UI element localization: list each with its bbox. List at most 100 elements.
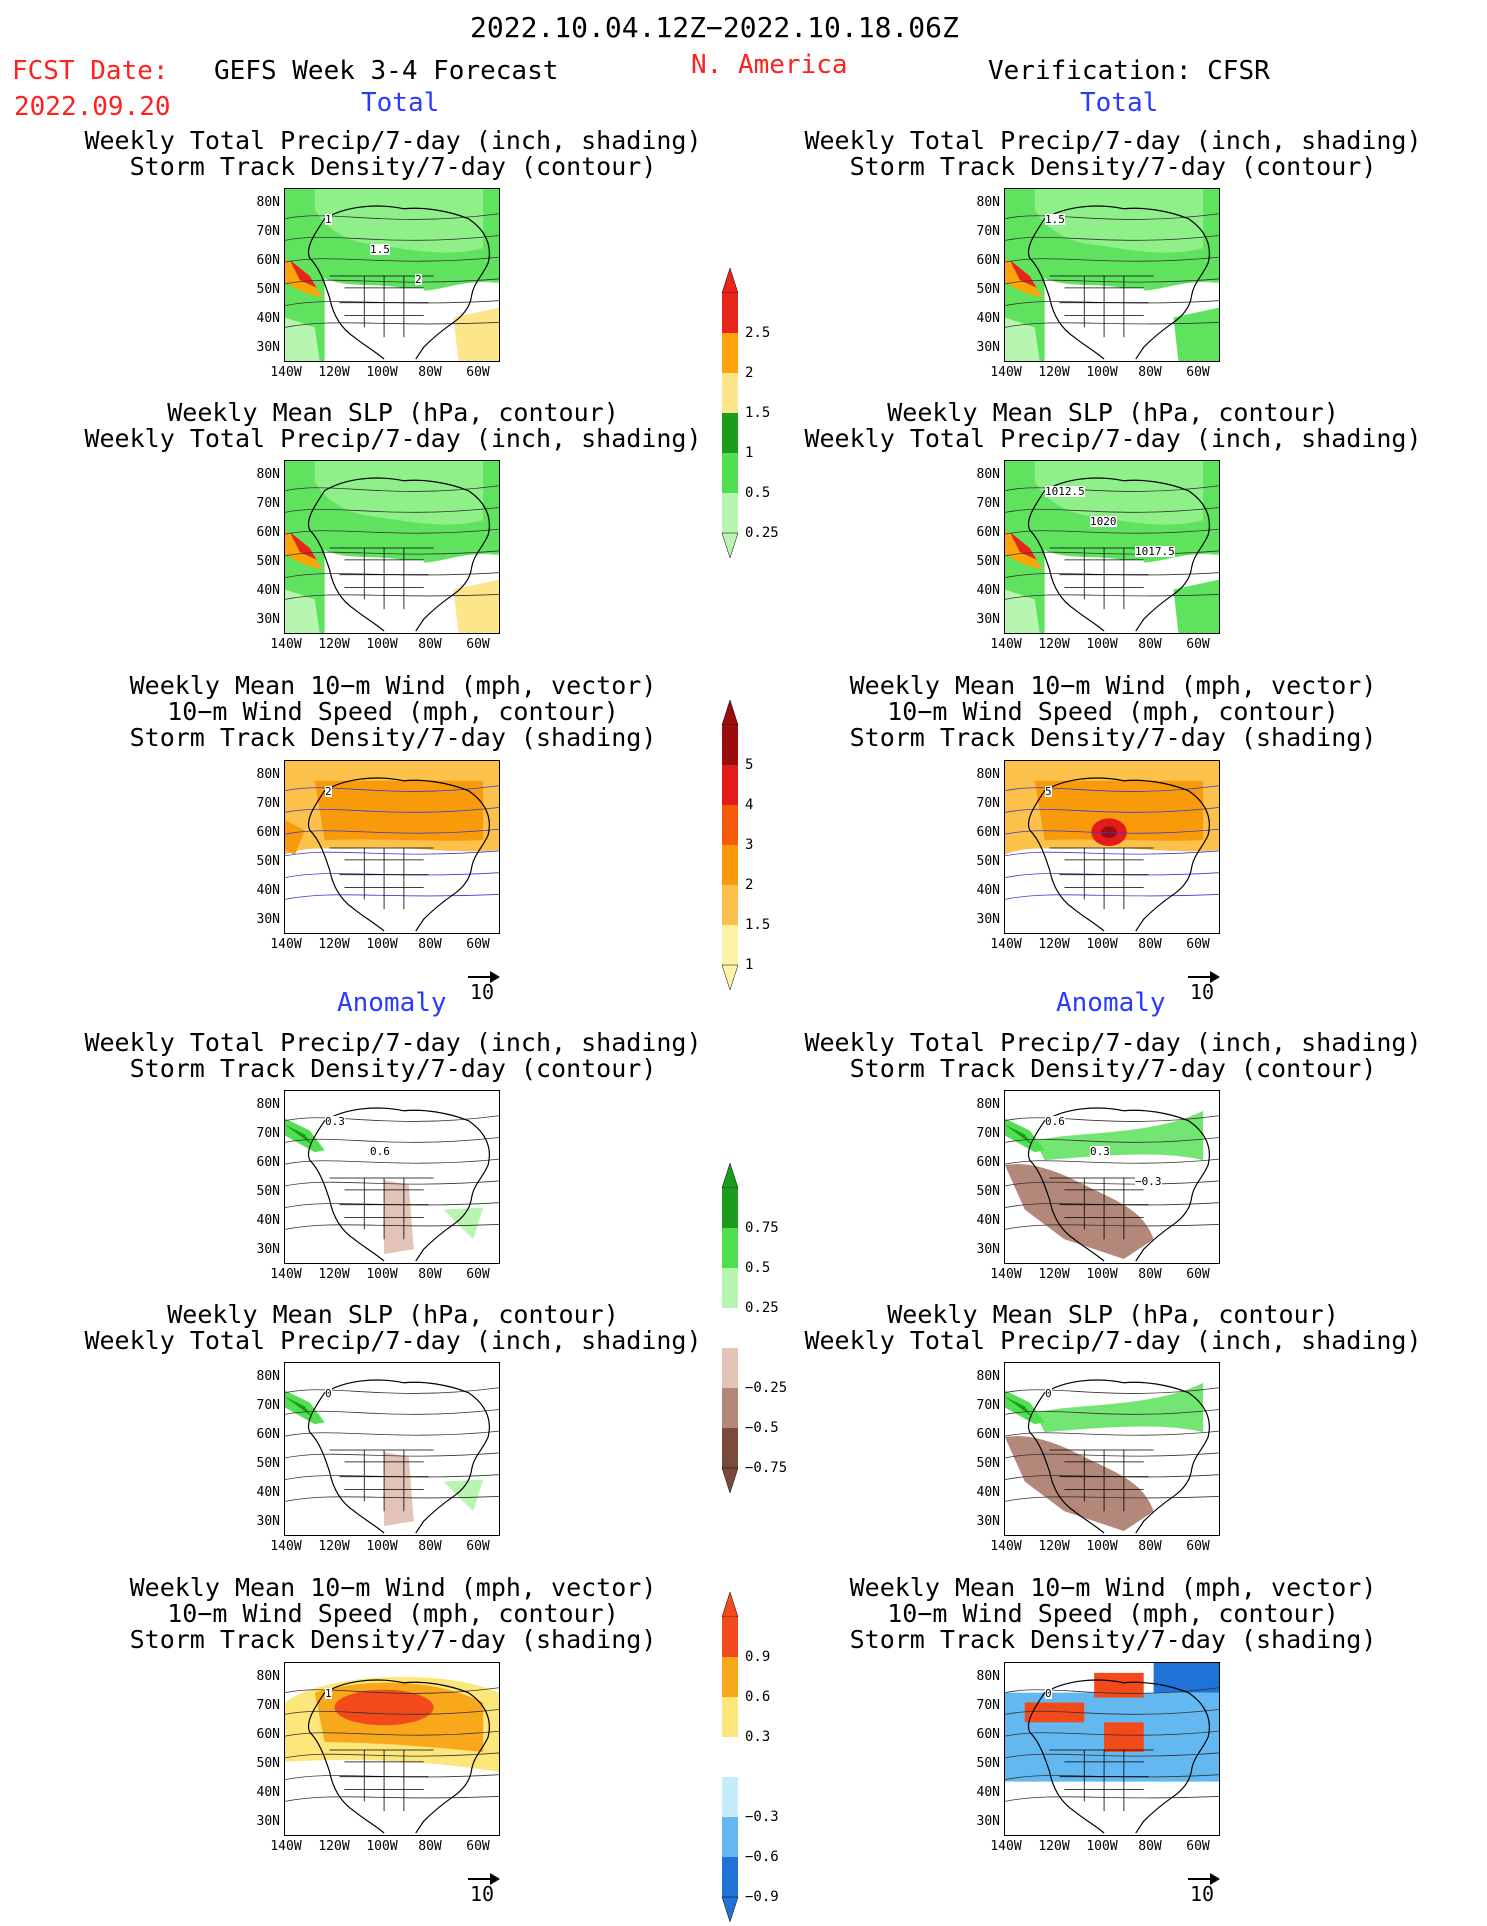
lat-tick-label: 70N (976, 1398, 1000, 1413)
colorbar-swatch (722, 1777, 738, 1817)
title-r2-l1: Weekly Mean SLP (hPa, contour) (167, 398, 619, 427)
colorbar-swatch (722, 1697, 738, 1737)
colorbar-track-density (720, 699, 740, 991)
fcst-date-value: 2022.09.20 (14, 92, 171, 122)
title-r1-l1: Weekly Total Precip/7-day (inch, shading… (84, 126, 702, 155)
title-r6-r1: Weekly Mean 10−m Wind (mph, vector) (849, 1573, 1377, 1602)
vector-ref-3: 10 (470, 1882, 495, 1906)
contour-label: 1017.5 (1135, 545, 1175, 558)
lat-tick-label: 60N (256, 825, 280, 840)
colorbar-swatch (722, 925, 738, 965)
colorbar-swatch (722, 1428, 738, 1468)
lat-tick-label: 30N (976, 612, 1000, 627)
title-r2-r1: Weekly Mean SLP (hPa, contour) (887, 398, 1339, 427)
title-r6-l3: Storm Track Density/7-day (shading) (129, 1625, 657, 1654)
lon-tick-label: 60W (466, 1267, 490, 1282)
lon-tick-label: 60W (1186, 1267, 1210, 1282)
lon-tick-label: 140W (990, 1267, 1022, 1282)
lon-tick-label: 100W (366, 1839, 398, 1854)
map-verif-slp-precip: 1012.5 1020 1017.5 (1004, 460, 1220, 634)
lon-tick-label: 80W (418, 637, 442, 652)
lon-tick-label: 140W (270, 1539, 302, 1554)
colorbar-label: 2 (745, 877, 754, 893)
lon-tick-label: 120W (1038, 1839, 1070, 1854)
lon-tick-label: 100W (366, 365, 398, 380)
lat-tick-label: 60N (976, 825, 1000, 840)
colorbar-swatch (722, 1188, 738, 1228)
lat-tick-label: 70N (256, 496, 280, 511)
lon-tick-label: 80W (418, 365, 442, 380)
title-r5-l1: Weekly Mean SLP (hPa, contour) (167, 1300, 619, 1329)
colorbar-swatch (722, 1617, 738, 1657)
title-r2-l2: Weekly Total Precip/7-day (inch, shading… (84, 424, 702, 453)
lat-tick-label: 80N (256, 767, 280, 782)
lat-tick-label: 60N (256, 1155, 280, 1170)
map-anom-verif-slp-precip: 0 (1004, 1362, 1220, 1536)
contour-label: 0 (1045, 1687, 1052, 1700)
lat-tick-label: 70N (976, 224, 1000, 239)
lon-tick-label: 100W (1086, 1839, 1118, 1854)
title-r3-r1: Weekly Mean 10−m Wind (mph, vector) (849, 671, 1377, 700)
contour-label: 0.6 (1045, 1115, 1065, 1128)
lon-tick-label: 80W (1138, 937, 1162, 952)
lon-tick-label: 120W (318, 365, 350, 380)
map-anom-verif-precip-track: 0.6 0.3 −0.3 (1004, 1090, 1220, 1264)
lat-tick-label: 50N (256, 854, 280, 869)
colorbar-precip-total (720, 267, 740, 559)
lat-tick-label: 40N (976, 311, 1000, 326)
section-anomaly-fcst: Anomaly (337, 988, 447, 1018)
lat-tick-label: 40N (256, 583, 280, 598)
lat-tick-label: 80N (256, 1097, 280, 1112)
lon-tick-label: 80W (418, 937, 442, 952)
lon-tick-label: 140W (990, 637, 1022, 652)
lat-tick-label: 70N (976, 1698, 1000, 1713)
lat-tick-label: 30N (256, 340, 280, 355)
colorbar-swatch (722, 293, 738, 333)
lat-tick-label: 40N (976, 1213, 1000, 1228)
lat-tick-label: 60N (976, 1427, 1000, 1442)
colorbar-swatch (722, 373, 738, 413)
lon-tick-label: 100W (1086, 365, 1118, 380)
colorbar-swatch (722, 453, 738, 493)
colorbar-swatch (722, 845, 738, 885)
lat-tick-label: 80N (976, 1669, 1000, 1684)
colorbar-label: 0.3 (745, 1729, 771, 1745)
colorbar-label: 0.5 (745, 1260, 771, 1276)
section-total-fcst: Total (361, 88, 440, 118)
lat-tick-label: 50N (976, 1456, 1000, 1471)
colorbar-label: −0.75 (745, 1460, 788, 1476)
title-r4-l2: Storm Track Density/7-day (contour) (129, 1054, 657, 1083)
lon-tick-label: 120W (1038, 637, 1070, 652)
lon-tick-label: 80W (1138, 1539, 1162, 1554)
lat-tick-label: 80N (976, 195, 1000, 210)
lon-tick-label: 120W (318, 1839, 350, 1854)
title-r4-r2: Storm Track Density/7-day (contour) (849, 1054, 1377, 1083)
section-anomaly-verif: Anomaly (1056, 988, 1166, 1018)
lon-tick-label: 60W (1186, 1839, 1210, 1854)
lat-tick-label: 30N (976, 1514, 1000, 1529)
verification-title: Verification: CFSR (988, 56, 1270, 86)
colorbar-track-anomaly (720, 1591, 740, 1923)
colorbar-precip-anomaly (720, 1162, 740, 1494)
lat-tick-label: 80N (976, 467, 1000, 482)
colorbar-label: 0.25 (745, 1300, 779, 1316)
title-r6-l1: Weekly Mean 10−m Wind (mph, vector) (129, 1573, 657, 1602)
colorbar-label: 0.6 (745, 1689, 771, 1705)
contour-label: 1.5 (370, 243, 390, 256)
lat-tick-label: 40N (256, 1485, 280, 1500)
lat-tick-label: 40N (976, 1485, 1000, 1500)
colorbar-label: 1 (745, 957, 754, 973)
lat-tick-label: 40N (256, 311, 280, 326)
lat-tick-label: 40N (256, 1213, 280, 1228)
map-fcst-wind-track: 2 (284, 760, 500, 934)
colorbar-label: 0.75 (745, 1220, 779, 1236)
lat-tick-label: 70N (256, 796, 280, 811)
lon-tick-label: 140W (270, 365, 302, 380)
lat-tick-label: 70N (976, 1126, 1000, 1141)
colorbar-swatch (722, 725, 738, 765)
contour-label: 1020 (1090, 515, 1117, 528)
colorbar-swatch (722, 805, 738, 845)
lon-tick-label: 100W (1086, 937, 1118, 952)
colorbar-swatch (722, 333, 738, 373)
lon-tick-label: 120W (1038, 937, 1070, 952)
